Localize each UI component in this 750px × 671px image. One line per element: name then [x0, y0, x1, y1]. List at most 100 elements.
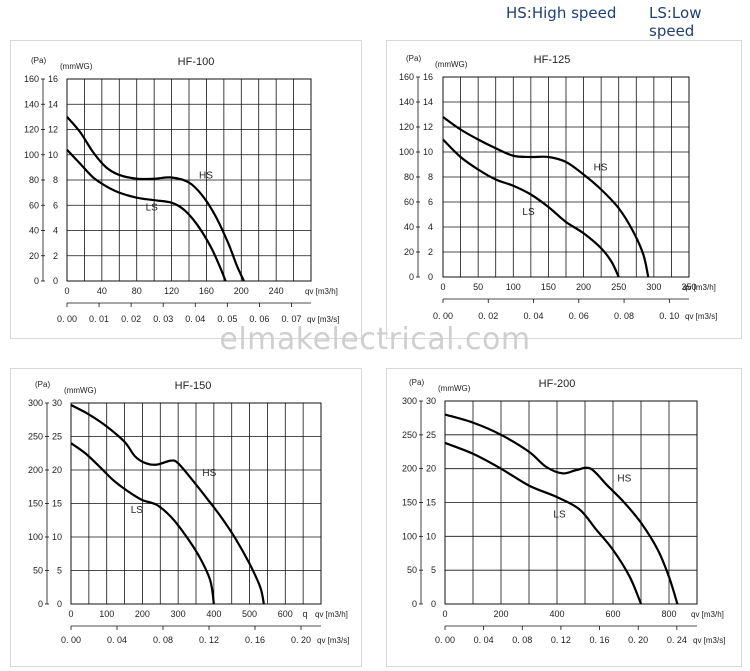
x2-tick-label: 0. 06 — [569, 311, 589, 321]
x-tick-label: 250 — [611, 282, 626, 292]
series-label-hs: HS — [199, 171, 213, 182]
x2-tick-label: 0. 07 — [281, 314, 301, 324]
pa-tick-label: 250 — [28, 432, 43, 442]
x2-tick-label: 0. 04 — [474, 635, 494, 645]
x-tick-label: 0 — [64, 286, 69, 296]
mmwg-tick-label: 5 — [431, 565, 436, 575]
mmwg-tick-label: 0 — [428, 272, 433, 282]
x-tick-label: 400 — [206, 609, 221, 619]
x-tick-label: 800 — [661, 609, 676, 619]
pa-tick-label: 20 — [29, 251, 39, 261]
mmwg-tick-label: 12 — [48, 125, 58, 135]
pa-tick-label: 200 — [402, 464, 417, 474]
series-label-hs: HS — [594, 163, 608, 174]
pa-tick-label: 0 — [412, 599, 417, 609]
pa-axis-label: (Pa) — [406, 54, 421, 63]
curve-ls — [442, 138, 620, 278]
curve-ls — [444, 441, 643, 605]
mmwg-axis-label: (mmWG) — [438, 384, 471, 393]
mmwg-tick-label: 8 — [428, 172, 433, 182]
x2-tick-label: 0. 01 — [89, 314, 109, 324]
pa-tick-label: 160 — [24, 74, 39, 84]
mmwg-tick-label: 5 — [57, 566, 62, 576]
mmwg-tick-label: 10 — [423, 147, 433, 157]
series-label-ls: LS — [553, 509, 566, 520]
x2-tick-label: 0. 00 — [435, 635, 455, 645]
mmwg-tick-label: 15 — [426, 498, 436, 508]
curve-hs — [66, 116, 245, 282]
pa-tick-label: 120 — [24, 125, 39, 135]
x2-unit-label: qv [m3/s] — [317, 636, 349, 645]
x-tick-label: 0 — [440, 282, 445, 292]
x2-tick-label: 0. 02 — [121, 314, 141, 324]
x-tick-label: 160 — [199, 286, 214, 296]
x-tick-label: 50 — [473, 282, 483, 292]
x2-tick-label: 0. 06 — [249, 314, 269, 324]
x-tick-label: 500 — [242, 609, 257, 619]
chart-panel-hf-150: HF-150 (Pa) (mmWG) 0 0 50 5 100 10 150 15 200 20 250 2… — [10, 368, 362, 667]
mmwg-tick-label: 6 — [428, 197, 433, 207]
x2-tick-label: 0. 16 — [245, 635, 265, 645]
mmwg-tick-label: 12 — [423, 122, 433, 132]
x-tick-label: 200 — [135, 609, 150, 619]
x2-tick-label: 0. 24 — [667, 635, 687, 645]
x-tick-label: 300 — [171, 609, 186, 619]
x2-tick-label: 0. 00 — [57, 314, 77, 324]
series-label-ls: LS — [131, 505, 144, 516]
x-extra-label: q — [302, 609, 307, 619]
x-unit-label: qv [m3/h] — [315, 610, 348, 619]
x-tick-label: 40 — [97, 286, 107, 296]
x2-tick-label: 0. 04 — [185, 314, 205, 324]
x2-tick-label: 0. 16 — [590, 635, 610, 645]
plot-frame — [70, 402, 322, 605]
legend-low-speed: LS:Low speed — [649, 4, 702, 40]
chart-panel-hf-100: HF-100 (Pa) (mmWG) 0 0 20 2 40 4 60 6 80 8 100 10 120 12… — [10, 40, 362, 339]
mmwg-tick-label: 20 — [426, 464, 436, 474]
series-label-ls: LS — [146, 203, 159, 214]
pa-axis-label: (Pa) — [409, 378, 424, 387]
plot-frame — [66, 78, 312, 282]
x-tick-label: 300 — [646, 282, 661, 292]
mmwg-tick-label: 2 — [428, 247, 433, 257]
mmwg-tick-label: 25 — [426, 430, 436, 440]
mmwg-tick-label: 16 — [423, 72, 433, 82]
x2-tick-label: 0. 20 — [628, 635, 648, 645]
pa-tick-label: 100 — [24, 150, 39, 160]
x-unit-label: qv [m3/h] — [305, 287, 338, 296]
x-tick-label: 200 — [576, 282, 591, 292]
pa-tick-label: 40 — [404, 222, 414, 232]
x2-tick-label: 0. 00 — [433, 311, 453, 321]
chart-panel-hf-200: HF-200 (Pa) (mmWG) 0 0 50 5 100 10 150 15 200 20 250 2… — [386, 368, 742, 667]
x2-tick-label: 0. 02 — [478, 311, 498, 321]
x2-tick-label: 0. 04 — [524, 311, 544, 321]
x2-tick-label: 0. 03 — [153, 314, 173, 324]
x2-tick-label: 0. 08 — [153, 635, 173, 645]
pa-tick-label: 300 — [402, 396, 417, 406]
mmwg-tick-label: 0 — [57, 599, 62, 609]
pa-tick-label: 160 — [399, 72, 414, 82]
curve-hs — [70, 404, 265, 605]
x-tick-label: 80 — [132, 286, 142, 296]
x2-tick-label: 0. 12 — [551, 635, 571, 645]
x-tick-label: 120 — [164, 286, 179, 296]
pa-tick-label: 60 — [404, 197, 414, 207]
pa-tick-label: 100 — [399, 147, 414, 157]
mmwg-tick-label: 10 — [48, 150, 58, 160]
x-tick-label: 100 — [506, 282, 521, 292]
x2-tick-label: 0. 08 — [614, 311, 634, 321]
mmwg-tick-label: 14 — [48, 99, 58, 109]
pa-axis-label: (Pa) — [31, 56, 46, 65]
x-tick-label: 0 — [68, 609, 73, 619]
mmwg-tick-label: 10 — [52, 532, 62, 542]
pa-tick-label: 100 — [28, 532, 43, 542]
x-tick-label: 200 — [234, 286, 249, 296]
mmwg-tick-label: 6 — [53, 200, 58, 210]
pa-tick-label: 0 — [38, 599, 43, 609]
curve-ls — [66, 148, 227, 282]
plot-frame — [444, 400, 698, 605]
mmwg-tick-label: 30 — [52, 398, 62, 408]
pa-tick-label: 60 — [29, 200, 39, 210]
mmwg-tick-label: 25 — [52, 432, 62, 442]
